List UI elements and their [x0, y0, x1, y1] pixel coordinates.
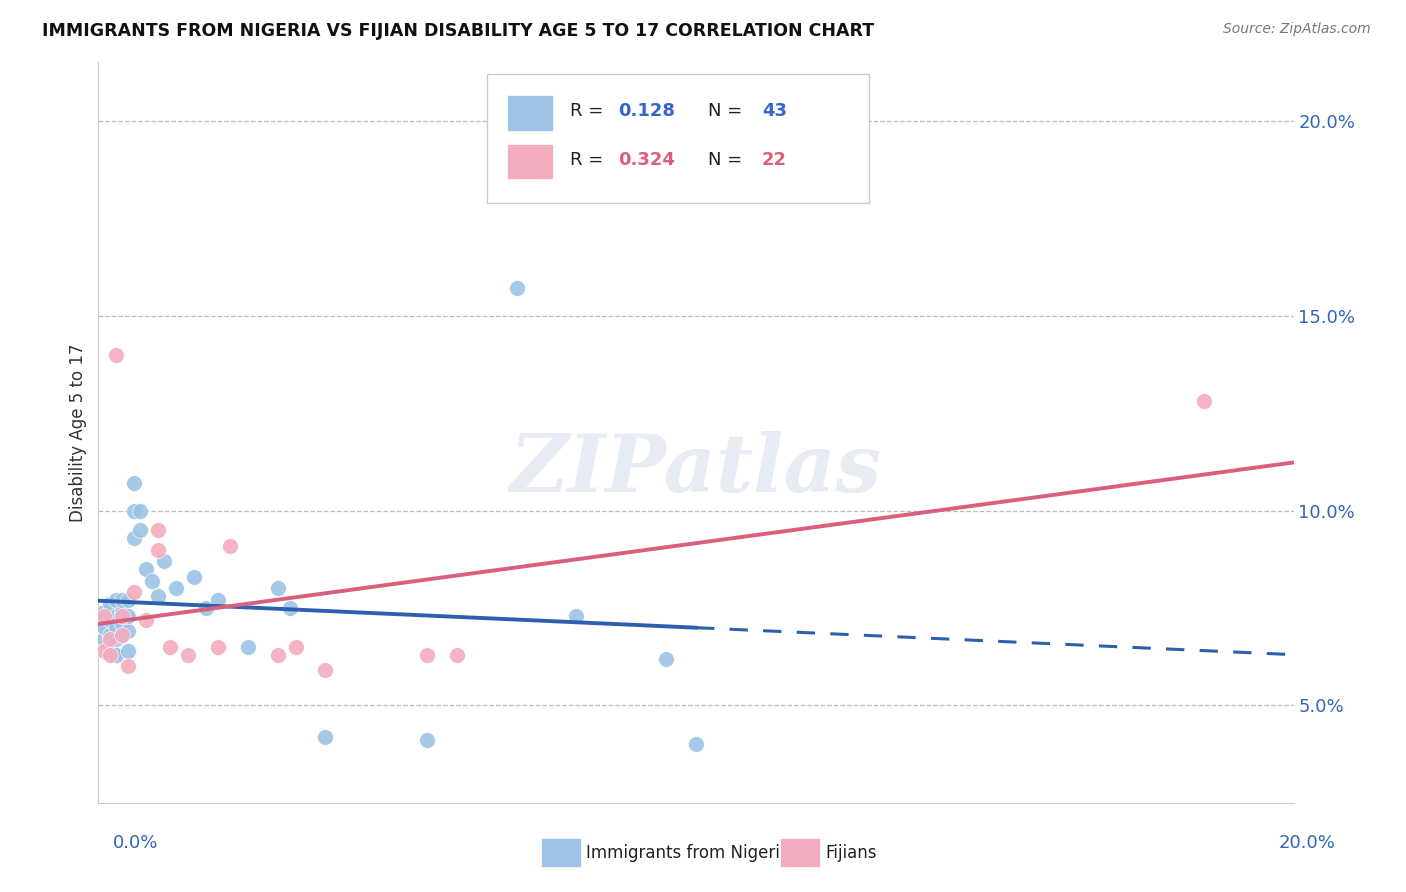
- Point: [105, 632, 128, 647]
- Point: [111, 608, 134, 623]
- Point: [207, 640, 229, 654]
- Point: [105, 648, 128, 662]
- Point: [267, 648, 290, 662]
- Point: [105, 648, 128, 662]
- Point: [284, 640, 307, 654]
- Point: [219, 539, 242, 553]
- Point: [207, 593, 229, 607]
- Point: [111, 593, 134, 607]
- Point: [129, 523, 152, 537]
- Point: [506, 281, 529, 295]
- Point: [315, 730, 337, 744]
- Point: [278, 601, 301, 615]
- Point: [416, 733, 439, 747]
- FancyBboxPatch shape: [486, 73, 869, 203]
- Text: Immigrants from Nigeria: Immigrants from Nigeria: [586, 844, 790, 862]
- Point: [105, 608, 128, 623]
- Point: [148, 589, 170, 603]
- Text: R =: R =: [571, 151, 609, 169]
- Point: [117, 644, 139, 658]
- Point: [93, 632, 115, 647]
- Point: [124, 476, 146, 491]
- Point: [177, 648, 200, 662]
- Text: 0.324: 0.324: [619, 151, 675, 169]
- Point: [315, 663, 337, 677]
- Point: [183, 570, 205, 584]
- Point: [93, 644, 115, 658]
- Point: [1192, 394, 1215, 409]
- Point: [111, 628, 134, 642]
- Text: IMMIGRANTS FROM NIGERIA VS FIJIAN DISABILITY AGE 5 TO 17 CORRELATION CHART: IMMIGRANTS FROM NIGERIA VS FIJIAN DISABI…: [42, 22, 875, 40]
- Text: Source: ZipAtlas.com: Source: ZipAtlas.com: [1223, 22, 1371, 37]
- Point: [98, 640, 122, 654]
- Point: [98, 648, 122, 662]
- Point: [124, 585, 146, 599]
- Point: [111, 628, 134, 642]
- Point: [195, 601, 218, 615]
- FancyBboxPatch shape: [508, 95, 553, 130]
- Point: [124, 503, 146, 517]
- Text: 20.0%: 20.0%: [1279, 834, 1336, 852]
- FancyBboxPatch shape: [508, 144, 553, 179]
- Point: [267, 582, 290, 596]
- Point: [105, 620, 128, 634]
- Point: [93, 620, 115, 634]
- Point: [685, 737, 707, 751]
- Text: 22: 22: [762, 151, 787, 169]
- Y-axis label: Disability Age 5 to 17: Disability Age 5 to 17: [69, 343, 87, 522]
- Point: [111, 616, 134, 631]
- Point: [98, 613, 122, 627]
- Point: [148, 523, 170, 537]
- Point: [105, 348, 128, 362]
- Text: ZIPatlas: ZIPatlas: [510, 431, 882, 508]
- Point: [93, 608, 115, 623]
- Point: [117, 593, 139, 607]
- Point: [135, 562, 157, 576]
- Point: [93, 605, 115, 619]
- Point: [165, 582, 187, 596]
- Text: 43: 43: [762, 103, 787, 120]
- Point: [124, 531, 146, 545]
- Point: [236, 640, 259, 654]
- Point: [111, 605, 134, 619]
- Point: [141, 574, 163, 588]
- Point: [159, 640, 181, 654]
- Point: [565, 608, 588, 623]
- Point: [148, 542, 170, 557]
- Point: [105, 593, 128, 607]
- Text: Fijians: Fijians: [825, 844, 877, 862]
- Point: [117, 608, 139, 623]
- Text: R =: R =: [571, 103, 609, 120]
- Text: N =: N =: [709, 151, 748, 169]
- Point: [416, 648, 439, 662]
- Point: [98, 597, 122, 611]
- Point: [98, 632, 122, 647]
- Text: 0.128: 0.128: [619, 103, 675, 120]
- Point: [117, 659, 139, 673]
- Text: 0.0%: 0.0%: [112, 834, 157, 852]
- Point: [446, 648, 468, 662]
- Point: [135, 613, 157, 627]
- Point: [129, 503, 152, 517]
- Point: [117, 624, 139, 639]
- Text: N =: N =: [709, 103, 748, 120]
- Point: [153, 554, 176, 568]
- Point: [655, 651, 678, 665]
- Point: [98, 628, 122, 642]
